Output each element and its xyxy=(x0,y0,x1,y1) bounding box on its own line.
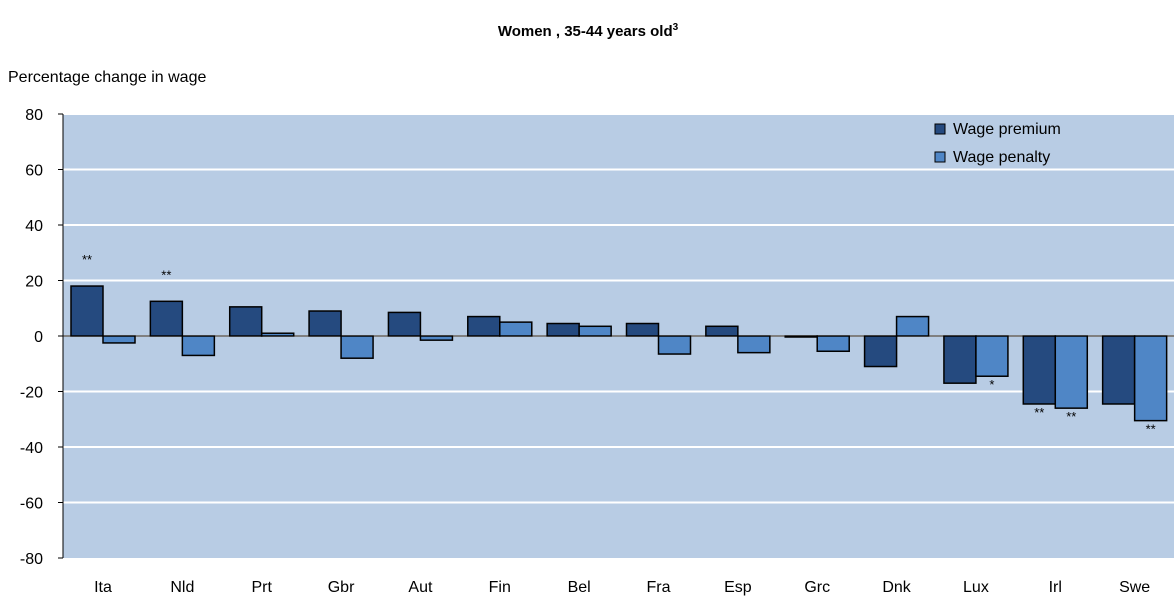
significance-marker: * xyxy=(989,377,994,392)
legend: Wage premium Wage penalty xyxy=(934,121,1061,166)
bar-wage-premium-gbr xyxy=(308,310,342,337)
x-tick-label: Ita xyxy=(94,579,112,596)
bar-wage-premium-dnk xyxy=(863,335,898,368)
axes xyxy=(58,113,1174,559)
x-tick-labels: Ita Nld Prt Gbr Aut Fin Bel Fra Esp Grc Dnk Lux Irl S… xyxy=(94,579,1150,596)
y-tick-label: -20 xyxy=(20,385,43,402)
bar-wage-penalty-ita xyxy=(102,335,136,344)
y-tick-label: -80 xyxy=(20,551,43,568)
bar-wage-premium-fin xyxy=(467,315,501,337)
bar-wage-penalty-lux xyxy=(975,335,1009,377)
bar-wage-penalty-swe xyxy=(1133,335,1168,422)
chart-title: Women , 35-44 years old3 xyxy=(498,22,679,40)
bar-wage-premium-prt xyxy=(228,306,263,337)
y-tick-labels: 80 60 40 20 0 -20 -40 -60 -80 xyxy=(20,107,43,568)
bar-wage-penalty-fin xyxy=(499,321,533,337)
bar-wage-premium-bel xyxy=(546,322,580,337)
bar-wage-penalty-irl xyxy=(1054,335,1089,409)
bar-wage-penalty-aut xyxy=(419,335,454,341)
gridlines xyxy=(63,113,1174,504)
x-tick-label: Lux xyxy=(963,579,989,596)
significance-marker: ** xyxy=(1066,409,1076,424)
bar-wage-premium-esp xyxy=(705,325,739,337)
x-tick-label: Gbr xyxy=(328,579,355,596)
x-tick-label: Fra xyxy=(647,579,671,596)
bar-wage-penalty-grc xyxy=(816,335,850,353)
bar-wage-premium-swe xyxy=(1101,335,1136,405)
significance-marker: ** xyxy=(1034,405,1044,420)
x-tick-label: Esp xyxy=(724,579,752,596)
bars xyxy=(70,285,1168,422)
bar-wage-penalty-fra xyxy=(657,335,692,355)
x-tick-label: Grc xyxy=(804,579,830,596)
legend-swatch xyxy=(934,123,946,135)
legend-label: Wage penalty xyxy=(953,149,1050,166)
x-tick-label: Bel xyxy=(568,579,591,596)
chart-title-text: Women , 35-44 years old xyxy=(498,23,673,40)
bar-wage-premium-aut xyxy=(387,311,422,337)
y-tick-label: 80 xyxy=(25,107,43,124)
x-tick-label: Dnk xyxy=(882,579,911,596)
x-tick-label: Aut xyxy=(408,579,433,596)
bar-wage-premium-fra xyxy=(625,322,660,337)
x-tick-label: Nld xyxy=(170,579,194,596)
significance-marker: ** xyxy=(82,252,92,267)
bar-wage-premium-lux xyxy=(943,335,977,384)
y-axis-label: Percentage change in wage xyxy=(8,69,206,86)
x-tick-label: Irl xyxy=(1049,579,1062,596)
y-tick-label: 0 xyxy=(34,329,43,346)
bar-wage-premium-irl xyxy=(1022,335,1057,405)
bar-wage-premium-ita xyxy=(70,285,104,337)
significance-marker: ** xyxy=(161,267,171,282)
bar-wage-penalty-gbr xyxy=(340,335,374,359)
y-tick-label: 40 xyxy=(25,218,43,235)
y-tick-label: -60 xyxy=(20,496,43,513)
legend-swatch xyxy=(934,151,946,163)
x-tick-label: Swe xyxy=(1119,579,1150,596)
significance-marker: ** xyxy=(1146,422,1156,437)
x-tick-label: Fin xyxy=(489,579,511,596)
x-tick-label: Prt xyxy=(251,579,272,596)
significance-markers: ******* **** xyxy=(82,252,1156,437)
y-tick-label: 20 xyxy=(25,274,43,291)
legend-label: Wage premium xyxy=(953,121,1061,138)
y-tick-label: 60 xyxy=(25,163,43,180)
bar-wage-penalty-esp xyxy=(737,335,771,354)
chart-title-superscript: 3 xyxy=(673,22,679,33)
bar-wage-penalty-nld xyxy=(181,335,216,357)
bar-wage-penalty-dnk xyxy=(895,315,930,337)
bar-wage-premium-nld xyxy=(149,300,184,337)
y-tick-label: -40 xyxy=(20,440,43,457)
bar-wage-penalty-bel xyxy=(578,325,612,337)
